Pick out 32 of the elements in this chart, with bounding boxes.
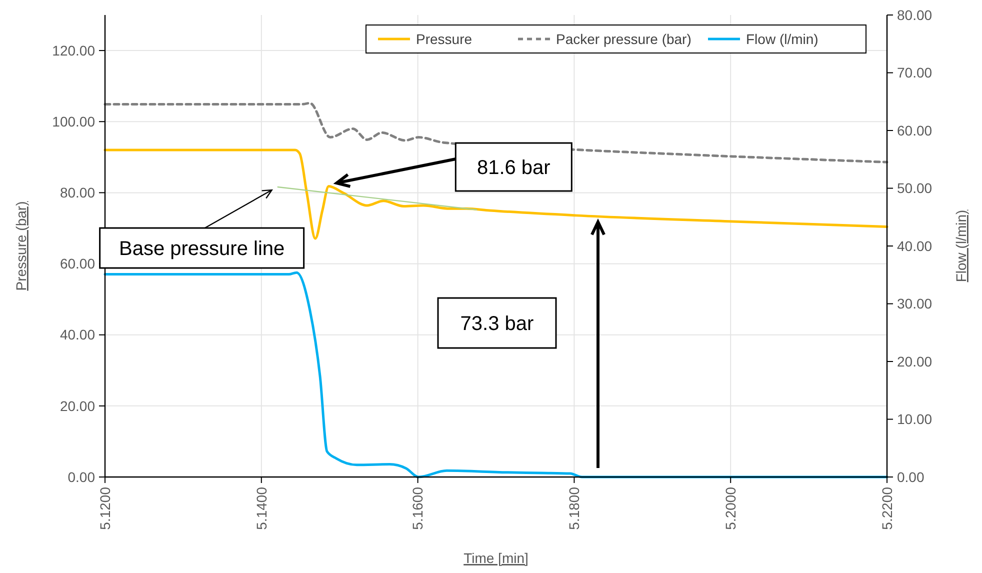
y2-tick-label: 30.00 bbox=[897, 296, 932, 312]
y-tick-label: 100.00 bbox=[52, 114, 96, 130]
x-tick-label: 5.2200 bbox=[878, 486, 895, 530]
line-series bbox=[104, 148, 888, 240]
annotation: 73.3 bar bbox=[460, 313, 534, 335]
x-axis-title: Time [min] bbox=[464, 550, 528, 566]
y2-axis-title: Flow (l/min) bbox=[953, 210, 969, 282]
x-tick-label: 5.1800 bbox=[566, 486, 582, 530]
y-tick-label: 60.00 bbox=[60, 256, 96, 272]
x-tick-label: 5.1200 bbox=[96, 486, 113, 530]
x-tick-label: 5.1600 bbox=[410, 486, 426, 530]
y-tick-label: 120.00 bbox=[52, 42, 96, 58]
y-axis-title: Pressure (bar) bbox=[13, 201, 29, 291]
y-tick-label: 0.00 bbox=[68, 468, 96, 485]
legend-label: Packer pressure (bar) bbox=[556, 30, 692, 47]
y2-tick-label: 70.00 bbox=[897, 64, 932, 81]
y2-tick-label: 80.00 bbox=[897, 6, 932, 23]
y-tick-label: 40.00 bbox=[60, 326, 96, 343]
y2-tick-label: 10.00 bbox=[897, 411, 932, 428]
y2-tick-label: 60.00 bbox=[897, 122, 932, 138]
legend-label: Flow (l/min) bbox=[746, 30, 818, 47]
y-tick-label: 20.00 bbox=[60, 398, 96, 414]
legend-label: Pressure bbox=[416, 30, 472, 47]
y2-tick-label: 50.00 bbox=[897, 180, 932, 196]
y-tick-label: 80.00 bbox=[60, 184, 96, 201]
y2-tick-label: 40.00 bbox=[897, 238, 932, 254]
annotation: Base pressure line bbox=[118, 238, 285, 260]
x-tick-label: 5.1400 bbox=[253, 486, 270, 530]
y2-tick-label: 20.00 bbox=[897, 353, 932, 370]
y2-tick-label: 0.00 bbox=[897, 468, 924, 485]
annotation: 81.6 bar bbox=[476, 157, 551, 180]
x-tick-label: 5.2000 bbox=[722, 486, 738, 530]
